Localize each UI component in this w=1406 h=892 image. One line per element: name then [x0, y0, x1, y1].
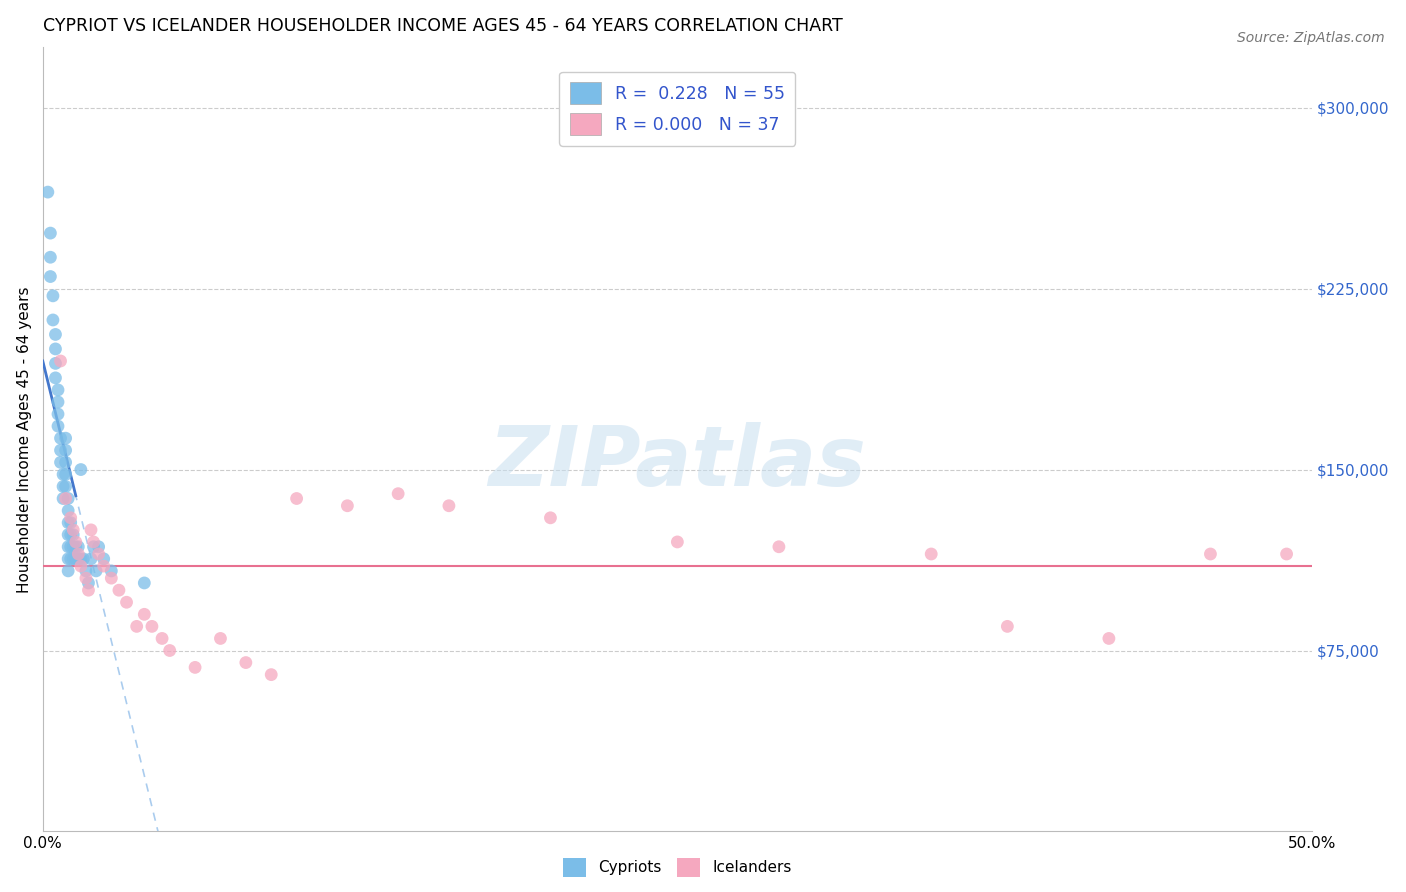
- Point: [70, 462, 93, 476]
- Point: [56, 503, 79, 517]
- Point: [108, 583, 131, 598]
- Point: [37, 185, 59, 199]
- Point: [55, 455, 77, 469]
- Point: [55, 431, 77, 445]
- Point: [44, 371, 66, 385]
- Point: [134, 607, 156, 622]
- Point: [49, 354, 72, 368]
- Point: [77, 583, 100, 598]
- Point: [67, 547, 90, 561]
- Point: [49, 431, 72, 445]
- Point: [260, 667, 283, 681]
- Point: [540, 511, 562, 525]
- Point: [84, 564, 107, 578]
- Point: [150, 632, 173, 646]
- Point: [56, 540, 79, 554]
- Legend: Cypriots, Icelanders: Cypriots, Icelanders: [557, 852, 797, 882]
- Point: [65, 540, 87, 554]
- Point: [83, 535, 105, 549]
- Point: [1275, 547, 1298, 561]
- Point: [115, 595, 138, 609]
- Point: [1199, 547, 1222, 561]
- Point: [768, 540, 790, 554]
- Text: Source: ZipAtlas.com: Source: ZipAtlas.com: [1237, 31, 1385, 45]
- Point: [56, 527, 79, 541]
- Point: [77, 576, 100, 591]
- Point: [46, 395, 69, 409]
- Point: [70, 559, 93, 574]
- Point: [209, 632, 232, 646]
- Point: [44, 342, 66, 356]
- Point: [83, 540, 105, 554]
- Point: [100, 564, 122, 578]
- Point: [437, 499, 460, 513]
- Text: CYPRIOT VS ICELANDER HOUSEHOLDER INCOME AGES 45 - 64 YEARS CORRELATION CHART: CYPRIOT VS ICELANDER HOUSEHOLDER INCOME …: [42, 17, 842, 35]
- Point: [56, 516, 79, 530]
- Point: [235, 656, 257, 670]
- Point: [336, 499, 359, 513]
- Point: [184, 660, 207, 674]
- Point: [46, 407, 69, 421]
- Text: ZIPatlas: ZIPatlas: [488, 423, 866, 503]
- Point: [995, 619, 1018, 633]
- Point: [141, 619, 163, 633]
- Point: [59, 551, 82, 566]
- Point: [285, 491, 308, 506]
- Point: [920, 547, 942, 561]
- Point: [52, 479, 75, 493]
- Point: [55, 491, 77, 506]
- Point: [56, 564, 79, 578]
- Point: [72, 551, 94, 566]
- Point: [87, 547, 110, 561]
- Point: [59, 516, 82, 530]
- Point: [67, 540, 90, 554]
- Point: [62, 527, 84, 541]
- Point: [46, 383, 69, 397]
- Point: [62, 551, 84, 566]
- Point: [56, 491, 79, 506]
- Point: [44, 327, 66, 342]
- Point: [75, 564, 97, 578]
- Point: [42, 289, 65, 303]
- Point: [52, 491, 75, 506]
- Point: [93, 551, 115, 566]
- Point: [55, 443, 77, 458]
- Point: [80, 523, 103, 537]
- Point: [62, 523, 84, 537]
- Point: [49, 443, 72, 458]
- Point: [134, 576, 156, 591]
- Point: [42, 313, 65, 327]
- Point: [387, 486, 409, 500]
- Point: [1098, 632, 1121, 646]
- Point: [87, 540, 110, 554]
- Point: [100, 571, 122, 585]
- Point: [93, 559, 115, 574]
- Point: [70, 551, 93, 566]
- Point: [44, 356, 66, 370]
- Point: [55, 467, 77, 482]
- Point: [56, 551, 79, 566]
- Point: [65, 551, 87, 566]
- Point: [59, 511, 82, 525]
- Point: [39, 250, 62, 264]
- Point: [67, 551, 90, 566]
- Point: [65, 535, 87, 549]
- Point: [55, 479, 77, 493]
- Point: [125, 619, 148, 633]
- Point: [49, 455, 72, 469]
- Point: [666, 535, 689, 549]
- Point: [46, 419, 69, 434]
- Point: [59, 540, 82, 554]
- Point: [59, 527, 82, 541]
- Point: [159, 643, 181, 657]
- Point: [80, 551, 103, 566]
- Point: [62, 540, 84, 554]
- Y-axis label: Householder Income Ages 45 - 64 years: Householder Income Ages 45 - 64 years: [17, 286, 32, 592]
- Point: [39, 269, 62, 284]
- Point: [39, 226, 62, 240]
- Point: [52, 467, 75, 482]
- Point: [75, 571, 97, 585]
